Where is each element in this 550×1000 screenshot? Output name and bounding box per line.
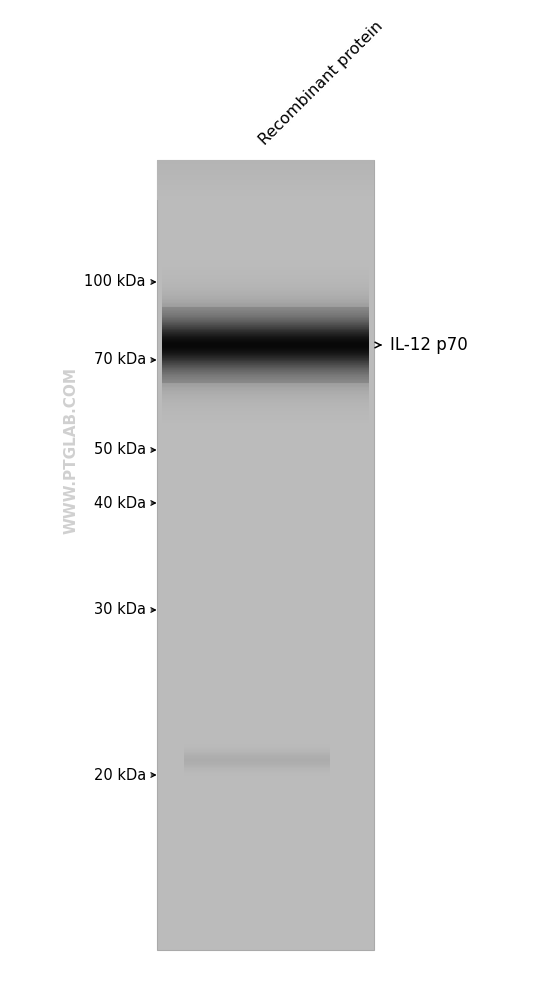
Text: 70 kDa: 70 kDa: [94, 353, 146, 367]
Text: 30 kDa: 30 kDa: [94, 602, 146, 617]
Text: 20 kDa: 20 kDa: [94, 768, 146, 782]
Text: Recombinant protein: Recombinant protein: [256, 19, 386, 148]
Text: 50 kDa: 50 kDa: [94, 442, 146, 458]
Text: IL-12 p70: IL-12 p70: [390, 336, 468, 354]
Text: WWW.PTGLAB.COM: WWW.PTGLAB.COM: [64, 366, 79, 534]
Text: 100 kDa: 100 kDa: [84, 274, 146, 290]
FancyBboxPatch shape: [157, 160, 374, 950]
Text: 40 kDa: 40 kDa: [94, 495, 146, 510]
